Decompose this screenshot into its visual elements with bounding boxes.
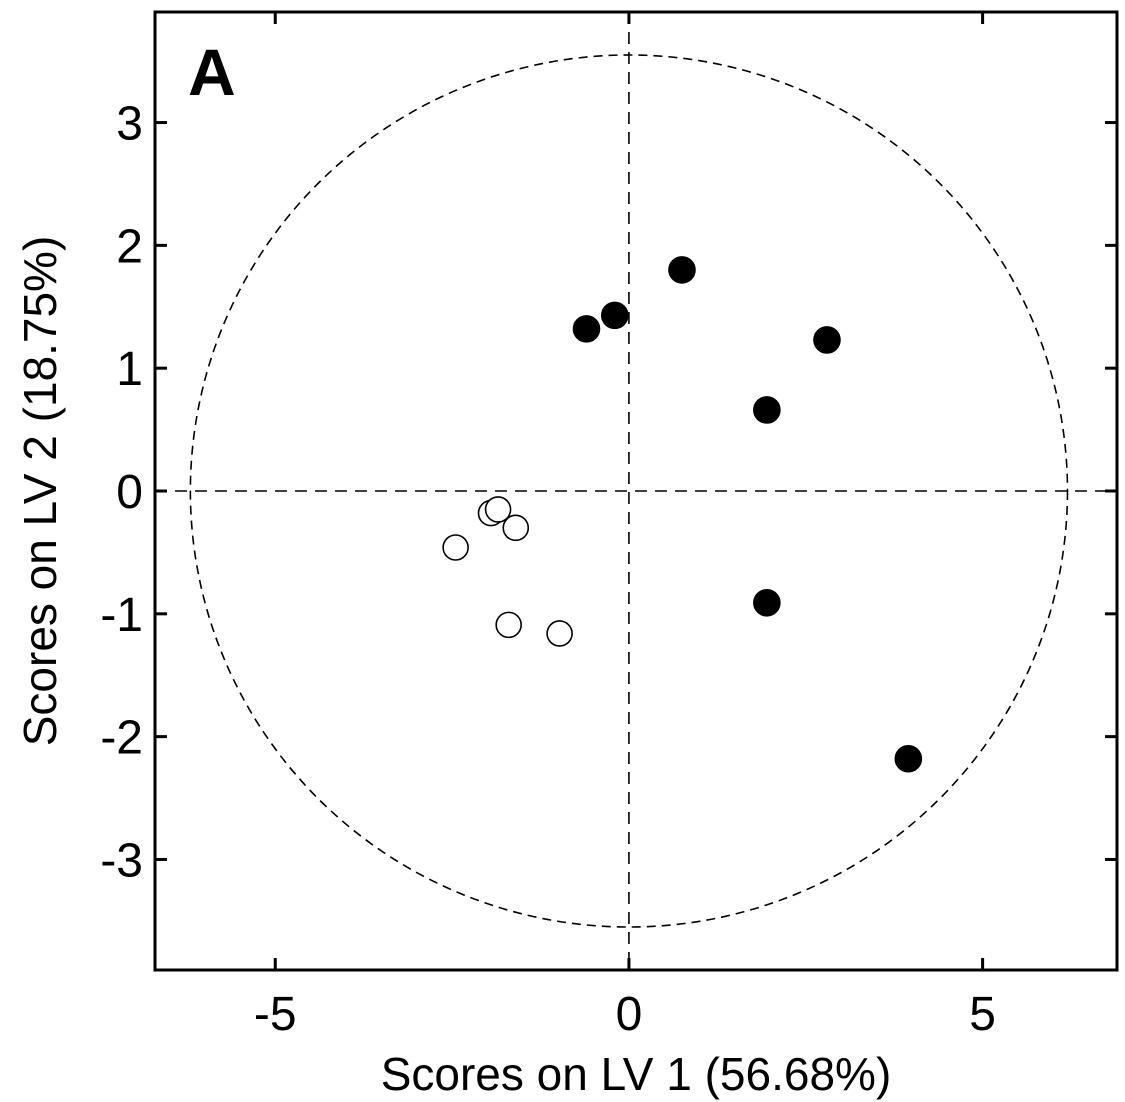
open-point-4 xyxy=(495,611,522,639)
filled-point-0 xyxy=(572,315,601,343)
x-tick-label-1: 0 xyxy=(616,988,643,1041)
open-point-5 xyxy=(546,620,573,647)
filled-point-6 xyxy=(894,744,923,773)
y-tick-label-0: -3 xyxy=(100,834,143,887)
y-tick-label-1: -2 xyxy=(100,712,143,765)
x-tick-label-2: 5 xyxy=(969,988,996,1041)
filled-point-4 xyxy=(753,396,781,424)
axes: -5 0 5 -3 -2 -1 0 1 2 3 xyxy=(100,12,1117,1041)
open-point-3 xyxy=(442,534,469,561)
open-point-1 xyxy=(484,496,512,523)
open-point-2 xyxy=(502,514,530,542)
y-tick-label-6: 3 xyxy=(116,98,143,151)
y-tick-label-3: 0 xyxy=(116,466,143,519)
filled-point-3 xyxy=(813,326,841,354)
filled-point-2 xyxy=(668,256,696,284)
panel-label: A xyxy=(188,35,236,109)
filled-point-5 xyxy=(753,588,781,617)
y-tick-label-5: 2 xyxy=(116,220,143,273)
y-tick-label-2: -1 xyxy=(100,589,143,642)
y-axis-label: Scores on LV 2 (18.75%) xyxy=(14,236,66,747)
x-tick-label-0: -5 xyxy=(254,988,297,1041)
y-tick-label-4: 1 xyxy=(116,343,143,396)
x-axis-label: Scores on LV 1 (56.68%) xyxy=(381,1048,892,1100)
filled-point-1 xyxy=(600,301,629,330)
plot-area xyxy=(155,12,1117,970)
